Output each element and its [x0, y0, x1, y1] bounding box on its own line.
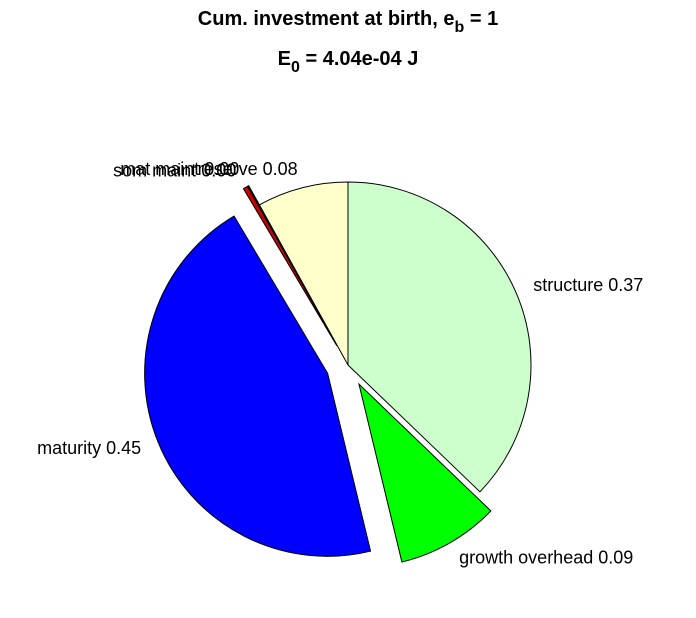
slice-name: growth overhead [459, 547, 593, 567]
pie-slice [358, 382, 492, 563]
slice-label: som maint 0.00 [113, 160, 236, 180]
slice-label: reserve 0.08 [198, 159, 298, 179]
slice-label: maturity 0.45 [37, 438, 141, 458]
title-text: Cum. investment at birth, e [198, 8, 455, 30]
slice-value: 0.08 [263, 159, 298, 179]
slice-name: reserve [198, 159, 258, 179]
pie-slice [258, 181, 349, 366]
pie-slice [347, 181, 532, 493]
subtitle-after: = 4.04e-04 J [300, 48, 418, 70]
slice-label: mat maint 0.00 [120, 159, 239, 179]
chart-subtitle: E0 = 4.04e-04 J [278, 48, 419, 76]
slice-label: growth overhead 0.09 [459, 547, 633, 567]
slice-value: 0.00 [204, 159, 239, 179]
pie-slice [144, 215, 372, 557]
slice-name: maturity [37, 438, 101, 458]
subtitle-text: E [278, 48, 291, 70]
slice-value: 0.37 [608, 275, 643, 295]
slice-name: structure [533, 275, 603, 295]
slice-label: structure 0.37 [533, 275, 643, 295]
slice-name: som maint [113, 160, 196, 180]
title-after: = 1 [464, 8, 498, 30]
slice-name: mat maint [120, 159, 199, 179]
chart-title: Cum. investment at birth, eb = 1 [198, 8, 498, 36]
subtitle-sub: 0 [291, 59, 300, 76]
title-sub: b [455, 19, 465, 36]
slice-value: 0.45 [106, 438, 141, 458]
slice-value: 0.09 [598, 547, 633, 567]
slice-value: 0.00 [201, 160, 236, 180]
